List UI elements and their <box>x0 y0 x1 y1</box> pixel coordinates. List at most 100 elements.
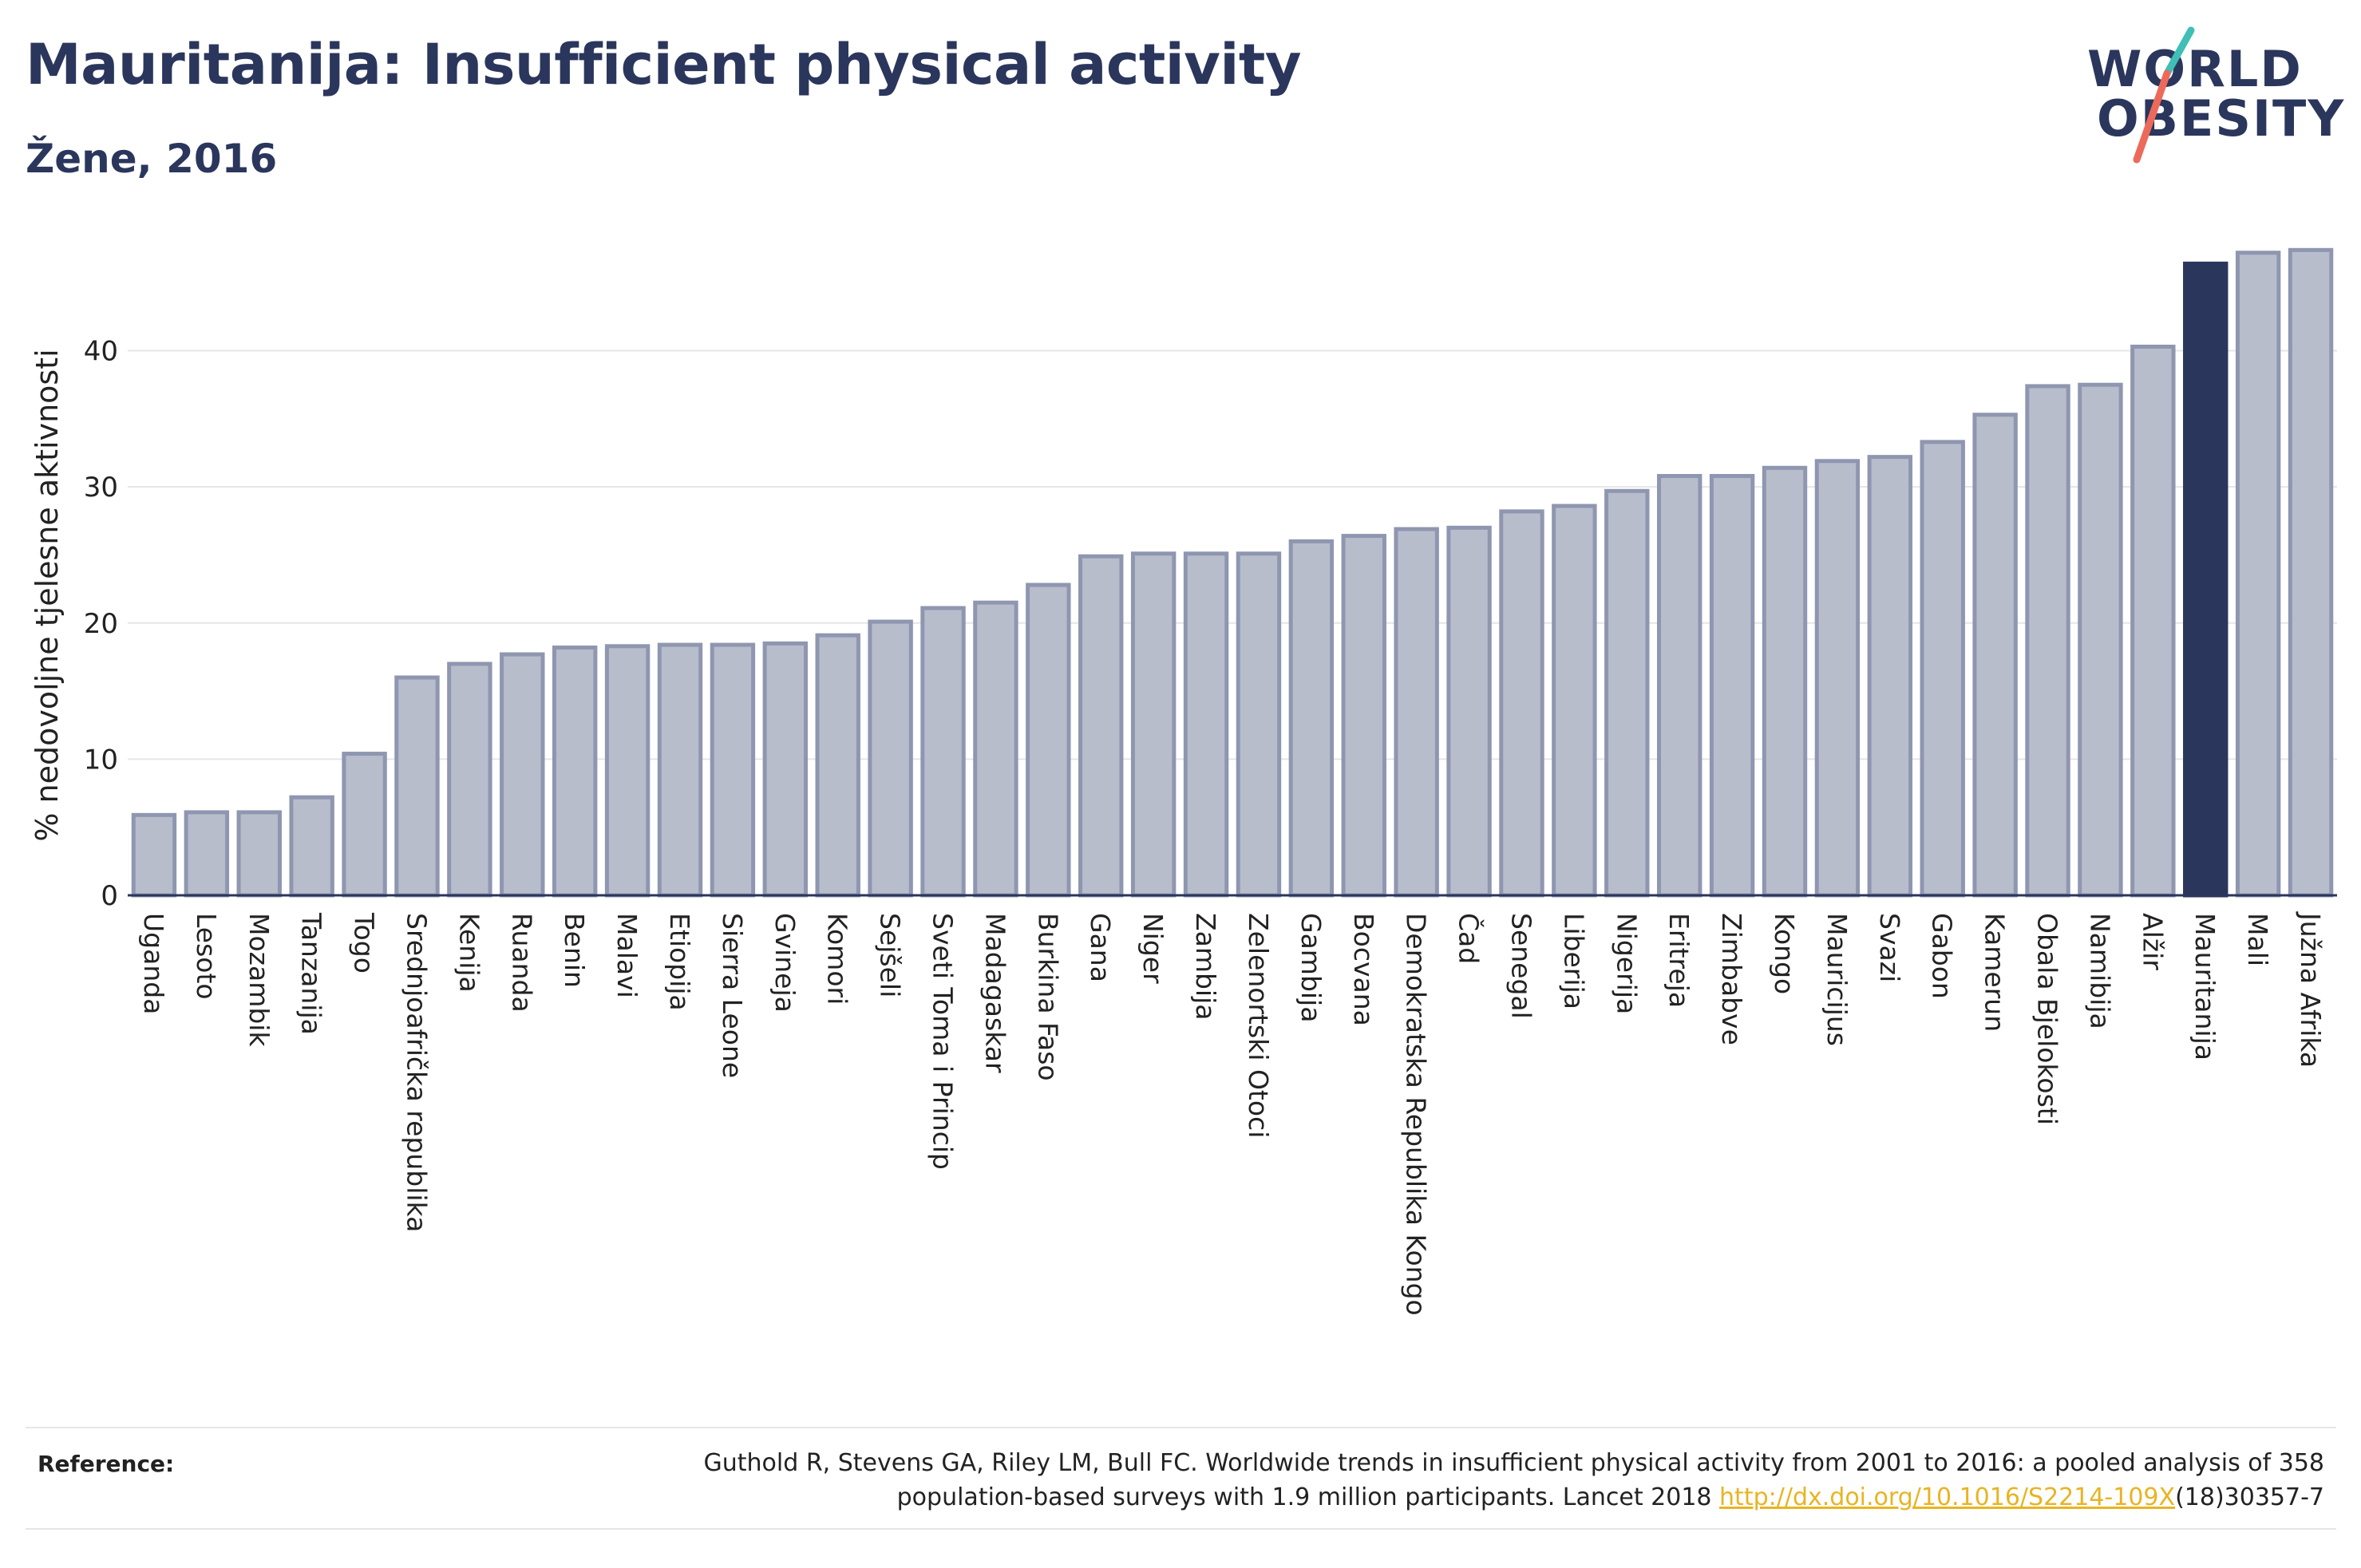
bars <box>131 247 2334 898</box>
x-tick-label: Svazi <box>1874 913 1905 982</box>
x-tick-label: Gabon <box>1927 913 1958 999</box>
bar <box>1972 413 2018 898</box>
bar <box>815 633 860 898</box>
x-tick-label: Namibija <box>2084 913 2115 1029</box>
x-tick-label: Čad <box>1453 913 1485 964</box>
reference-line-2-pre: population-based surveys with 1.9 millio… <box>896 1483 1720 1511</box>
y-tick-label: 20 <box>84 608 118 640</box>
bar <box>2235 251 2281 898</box>
bar <box>657 642 703 898</box>
reference-box: Reference: Guthold R, Stevens GA, Riley … <box>26 1427 2336 1530</box>
grid-lines <box>128 350 2337 760</box>
x-tick-label: Demokratska Republika Kongo <box>1401 913 1432 1316</box>
y-axis-label: % nedovoljne tjelesne aktivnosti <box>30 349 65 841</box>
x-tick-label: Mauricijus <box>1821 913 1853 1046</box>
x-tick-label: Madagaskar <box>979 913 1010 1073</box>
bar <box>1656 474 1703 898</box>
x-tick-label: Senegal <box>1505 913 1536 1019</box>
bar <box>1552 504 1597 898</box>
bar <box>1867 455 1913 898</box>
x-tick-label: Sveti Toma i Princip <box>927 913 959 1170</box>
bar <box>2078 382 2123 898</box>
x-tick-label: Mozambik <box>243 913 275 1047</box>
bar <box>1499 509 1544 898</box>
y-tick-label: 10 <box>84 744 118 776</box>
logo-slash-icon <box>2133 26 2195 164</box>
bar-highlighted <box>2183 261 2229 898</box>
x-tick-label: Srednjoafrička republika <box>401 913 432 1232</box>
bar <box>236 810 282 898</box>
reference-line-1: Guthold R, Stevens GA, Riley LM, Bull FC… <box>703 1449 2324 1477</box>
bar <box>1709 474 1755 898</box>
x-tick-label: Zelenortski Otoci <box>1243 913 1274 1138</box>
chart-title: Mauritanija: Insufficient physical activ… <box>26 32 1302 97</box>
logo-line-1: WORLD <box>2087 40 2303 98</box>
bar <box>500 652 545 898</box>
x-tick-label: Uganda <box>138 913 169 1014</box>
bar <box>1762 465 1808 898</box>
y-tick-label: 40 <box>84 336 118 368</box>
bar <box>1814 459 1861 898</box>
x-tick-label: Bocvana <box>1348 913 1379 1026</box>
x-tick-label: Ruanda <box>506 913 537 1013</box>
x-tick-label: Kongo <box>1769 913 1800 994</box>
bar <box>1394 527 1439 898</box>
x-tick-label: Eritreja <box>1663 913 1695 1008</box>
x-tick-label: Liberija <box>1558 913 1589 1009</box>
x-tick-label: Lesoto <box>191 913 222 1000</box>
x-tick-labels: Uganda Lesoto Mozambik Tanzanija Togo Srednjo… <box>138 911 2326 1316</box>
bar <box>1341 534 1386 898</box>
bar <box>552 645 598 898</box>
y-tick-label: 0 <box>101 880 118 912</box>
x-tick-label: Sejšeli <box>875 913 906 997</box>
x-tick-label: Gvineja <box>769 913 801 1013</box>
bar <box>2288 247 2334 898</box>
bar <box>973 600 1018 898</box>
x-tick-label: Mauritanija <box>2189 913 2221 1060</box>
bar <box>1130 551 1177 898</box>
bar <box>131 812 177 898</box>
bar <box>1920 440 1965 898</box>
bar <box>1078 554 1124 898</box>
reference-line-2-post: (18)30357-7 <box>2175 1483 2324 1511</box>
bar <box>604 644 651 898</box>
bar <box>184 810 230 898</box>
x-tick-label: Obala Bjelokosti <box>2032 913 2063 1125</box>
bar <box>710 642 756 898</box>
x-tick-label: Alžir <box>2137 913 2168 970</box>
x-tick-label: Kamerun <box>1979 913 2011 1032</box>
x-tick-label: Benin <box>559 913 590 988</box>
bar <box>289 795 334 898</box>
chart-subtitle: Žene, 2016 <box>26 136 278 182</box>
x-tick-label: Sierra Leone <box>717 913 748 1078</box>
bar <box>2130 344 2176 898</box>
bar <box>1604 488 1650 898</box>
bar <box>920 606 966 898</box>
x-tick-label: Gana <box>1085 913 1116 982</box>
bar-chart: 0 10 20 30 40 Uganda Lesoto Mozambik Tanzanija T… <box>30 247 2337 1316</box>
x-tick-label: Togo <box>349 912 380 974</box>
x-tick-label: Malavi <box>611 913 643 998</box>
x-tick-label: Zimbabve <box>1716 913 1747 1045</box>
bar <box>342 752 387 898</box>
bar <box>394 675 440 898</box>
x-tick-label: Etiopija <box>664 913 695 1011</box>
bar <box>1236 551 1282 898</box>
x-tick-label: Zambija <box>1190 913 1221 1020</box>
x-tick-label: Mali <box>2242 913 2273 966</box>
x-tick-label: Južna Afrika <box>2295 911 2326 1068</box>
bar <box>2025 384 2070 898</box>
bar <box>1288 539 1335 898</box>
reference-text: Guthold R, Stevens GA, Riley LM, Bull FC… <box>488 1446 2324 1515</box>
bar <box>447 662 492 898</box>
x-tick-label: Komori <box>822 913 853 1005</box>
y-tick-labels: 0 10 20 30 40 <box>84 336 118 912</box>
x-tick-label: Gambija <box>1295 913 1327 1022</box>
world-obesity-logo: WORLD OBESITY <box>2087 24 2343 168</box>
bar <box>868 619 913 898</box>
x-tick-label: Burkina Faso <box>1032 913 1063 1081</box>
logo-line-2: OBESITY <box>2097 89 2346 148</box>
reference-doi-link[interactable]: http://dx.doi.org/10.1016/S2214-109X <box>1719 1483 2176 1511</box>
bar <box>1026 583 1071 898</box>
x-tick-label: Tanzanija <box>296 912 327 1035</box>
